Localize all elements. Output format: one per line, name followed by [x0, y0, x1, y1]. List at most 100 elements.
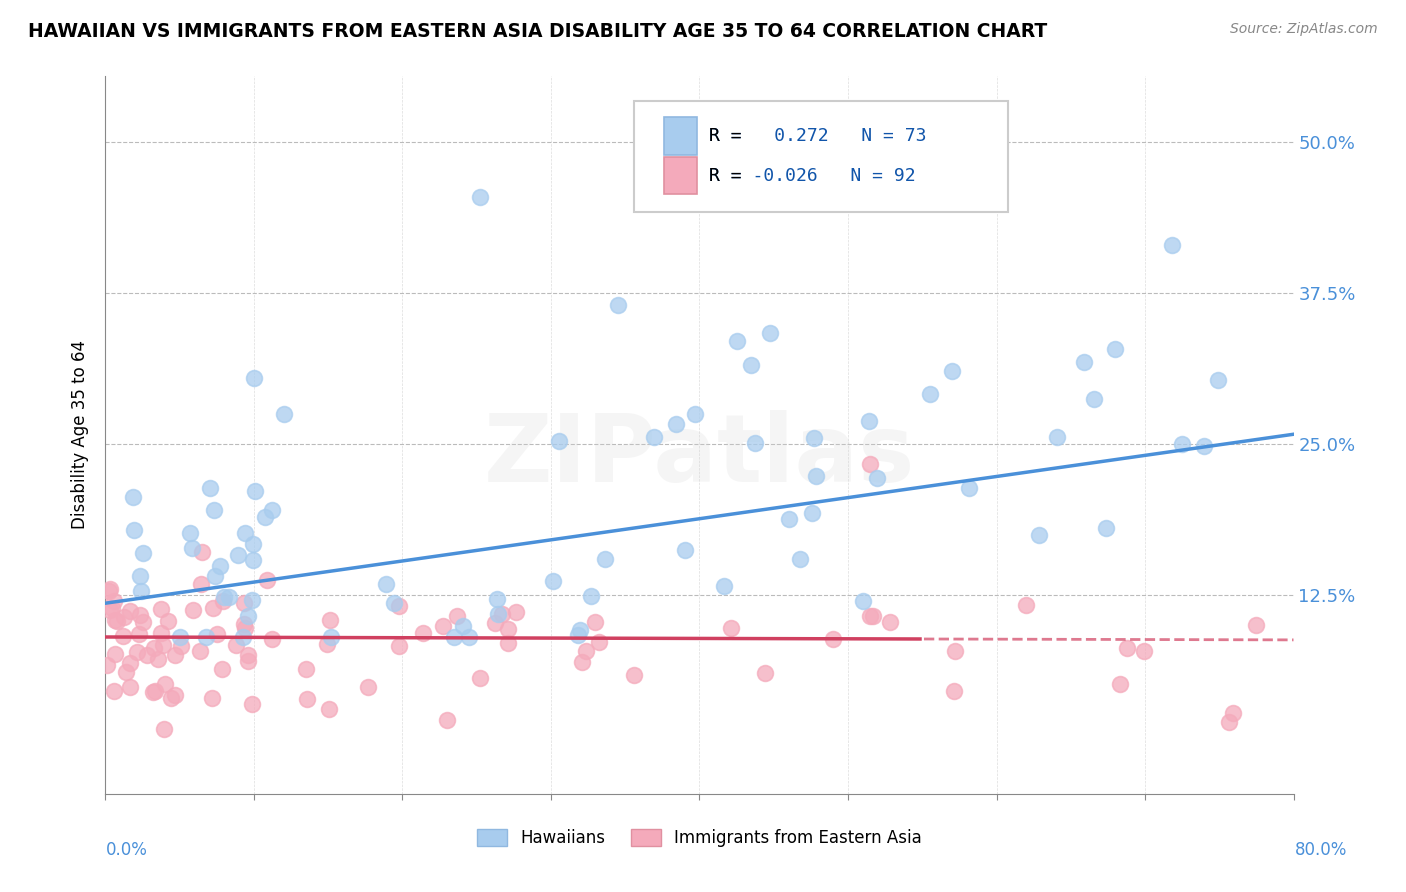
Point — [606, 298, 628, 312]
Bar — [664, 118, 697, 155]
Point — [207, 627, 229, 641]
Point — [1222, 706, 1244, 721]
Point — [879, 615, 901, 629]
Point — [159, 691, 181, 706]
Point — [1171, 437, 1194, 451]
Point — [256, 573, 278, 587]
Point — [149, 602, 172, 616]
Point — [643, 430, 665, 444]
Point — [273, 407, 295, 421]
Point — [759, 326, 782, 340]
Point — [486, 592, 509, 607]
Point — [202, 503, 225, 517]
Point — [505, 605, 527, 619]
Point — [238, 654, 260, 668]
Point — [211, 662, 233, 676]
Point — [486, 607, 509, 621]
Point — [98, 583, 121, 598]
Point — [623, 667, 645, 681]
Point — [1028, 527, 1050, 541]
Point — [122, 490, 145, 504]
Point — [451, 619, 474, 633]
Point — [226, 548, 249, 562]
Point — [862, 609, 884, 624]
Point — [129, 608, 152, 623]
Point — [388, 639, 411, 653]
Text: HAWAIIAN VS IMMIGRANTS FROM EASTERN ASIA DISABILITY AGE 35 TO 64 CORRELATION CHA: HAWAIIAN VS IMMIGRANTS FROM EASTERN ASIA… — [28, 22, 1047, 41]
Point — [673, 542, 696, 557]
Point — [412, 625, 434, 640]
Point — [801, 506, 824, 520]
Point — [804, 469, 827, 483]
Point — [1218, 714, 1240, 729]
Legend: Hawaiians, Immigrants from Eastern Asia: Hawaiians, Immigrants from Eastern Asia — [471, 822, 928, 854]
Point — [165, 648, 187, 663]
Point — [778, 512, 800, 526]
Point — [943, 644, 966, 658]
Point — [1073, 355, 1095, 369]
Point — [579, 589, 602, 603]
Point — [803, 431, 825, 445]
Point — [242, 537, 264, 551]
Point — [132, 545, 155, 559]
Point — [1109, 677, 1132, 691]
Point — [852, 594, 875, 608]
Point — [319, 613, 342, 627]
Point — [232, 617, 254, 632]
Point — [548, 434, 571, 449]
Point — [242, 697, 264, 711]
Point — [567, 627, 589, 641]
Point — [1246, 618, 1268, 632]
Point — [118, 604, 141, 618]
Point — [179, 525, 201, 540]
Point — [201, 690, 224, 705]
Point — [789, 552, 811, 566]
Point — [105, 614, 128, 628]
Point — [153, 677, 176, 691]
Point — [96, 658, 118, 673]
Point — [98, 603, 121, 617]
Point — [218, 591, 240, 605]
Point — [318, 702, 340, 716]
Point — [201, 600, 224, 615]
Point — [382, 596, 405, 610]
Point — [754, 665, 776, 680]
Point — [1014, 599, 1036, 613]
Point — [468, 189, 491, 203]
Point — [136, 648, 159, 663]
Point — [443, 630, 465, 644]
Point — [153, 722, 176, 736]
Point — [484, 615, 506, 630]
Point — [685, 407, 707, 421]
Point — [143, 684, 166, 698]
Point — [225, 638, 247, 652]
Point — [496, 622, 519, 636]
Point — [181, 541, 204, 555]
Point — [1115, 640, 1137, 655]
Point — [103, 683, 125, 698]
Point — [593, 552, 616, 566]
Point — [713, 579, 735, 593]
Point — [195, 630, 218, 644]
Point — [1206, 373, 1229, 387]
Text: 0.0%: 0.0% — [105, 840, 148, 858]
Point — [541, 574, 564, 589]
Point — [132, 615, 155, 629]
Point — [583, 615, 606, 629]
Point — [254, 509, 277, 524]
Point — [744, 436, 766, 450]
Point — [236, 609, 259, 624]
Point — [170, 640, 193, 654]
Point — [152, 638, 174, 652]
Text: 80.0%: 80.0% — [1295, 840, 1347, 858]
Text: R =   0.272   N = 73: R = 0.272 N = 73 — [709, 128, 927, 145]
Point — [188, 644, 211, 658]
Text: R =: R = — [709, 167, 741, 185]
Point — [233, 525, 256, 540]
Point — [260, 503, 283, 517]
Point — [319, 630, 342, 644]
Point — [316, 637, 339, 651]
Point — [664, 417, 686, 431]
Text: ZIPatlas: ZIPatlas — [484, 410, 915, 502]
Point — [100, 600, 122, 615]
